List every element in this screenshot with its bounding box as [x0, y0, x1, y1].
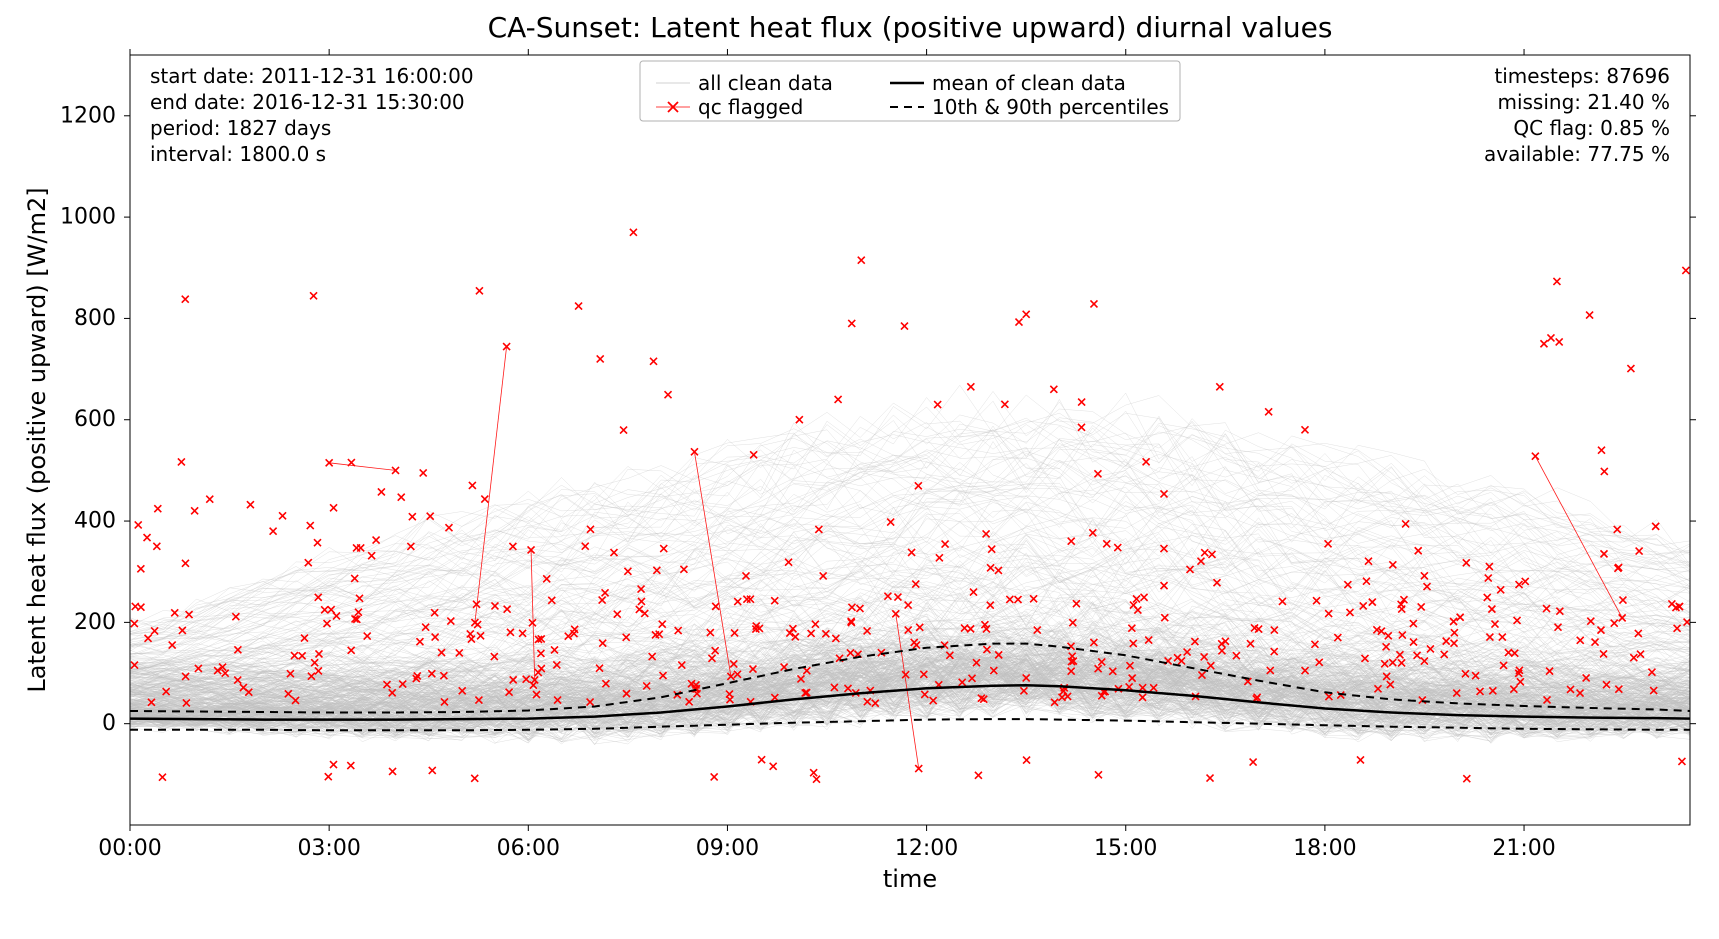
xtick-label: 06:00: [497, 836, 560, 861]
chart-title: CA-Sunset: Latent heat flux (positive up…: [488, 11, 1333, 44]
xtick-label: 15:00: [1094, 836, 1157, 861]
xtick-label: 09:00: [696, 836, 759, 861]
annot-left: start date: 2011-12-31 16:00:00: [150, 64, 474, 88]
ytick-label: 1000: [60, 205, 116, 230]
annot-right: available: 77.75 %: [1484, 142, 1670, 166]
x-axis-label: time: [883, 865, 937, 893]
annot-left: period: 1827 days: [150, 116, 331, 140]
xtick-label: 00:00: [98, 836, 161, 861]
legend: all clean dataqc flagged mean of clean da…: [640, 61, 1180, 121]
xtick-label: 18:00: [1293, 836, 1356, 861]
ytick-label: 0: [102, 711, 116, 736]
annot-right: timesteps: 87696: [1494, 64, 1670, 88]
xtick-label: 03:00: [297, 836, 360, 861]
annot-left: interval: 1800.0 s: [150, 142, 326, 166]
annot-right: missing: 21.40 %: [1497, 90, 1670, 114]
ytick-label: 400: [74, 509, 116, 534]
xtick-label: 21:00: [1492, 836, 1555, 861]
legend-label: qc flagged: [698, 95, 803, 119]
annot-right: QC flag: 0.85 %: [1513, 116, 1670, 140]
legend-label: mean of clean data: [932, 71, 1126, 95]
xtick-label: 12:00: [895, 836, 958, 861]
legend-label: 10th & 90th percentiles: [932, 95, 1169, 119]
ytick-label: 1200: [60, 103, 116, 128]
y-axis-label: Latent heat flux (positive upward) [W/m2…: [23, 187, 51, 692]
ytick-label: 800: [74, 306, 116, 331]
ytick-label: 600: [74, 407, 116, 432]
legend-label: all clean data: [698, 71, 833, 95]
diurnal-chart: 0 200 400 600 800 1000 1200 00:00 03:00 06:00 09:0…: [0, 0, 1719, 939]
annot-left: end date: 2016-12-31 15:30:00: [150, 90, 465, 114]
ytick-label: 200: [74, 610, 116, 635]
